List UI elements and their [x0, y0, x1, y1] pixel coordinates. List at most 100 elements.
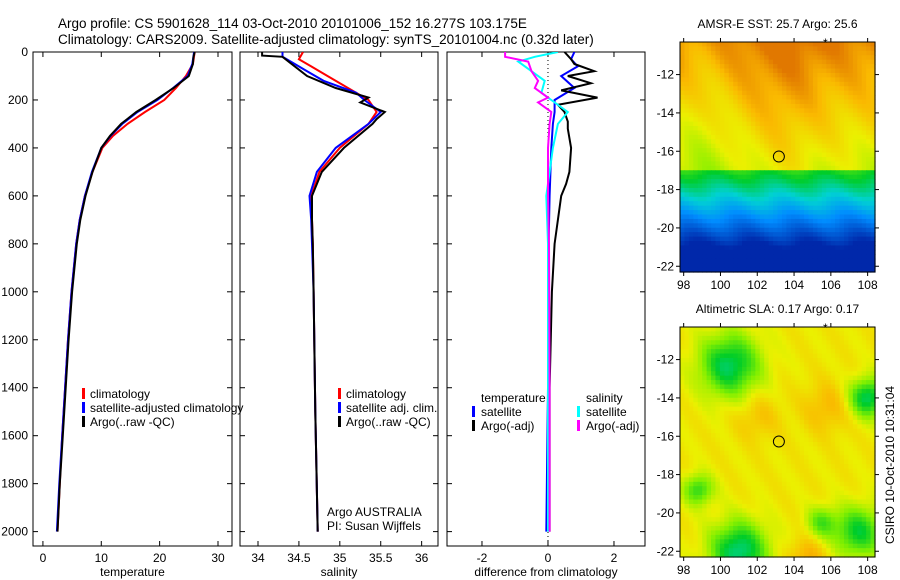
- legend-swatch: [472, 420, 475, 431]
- legend-swatch: [338, 416, 341, 427]
- y-tick-label: 2000: [1, 525, 28, 539]
- y-tick-label: -14: [657, 391, 675, 405]
- legend-swatch: [82, 402, 85, 413]
- series-line-climatology: [56, 52, 196, 532]
- plot-frame: [446, 51, 646, 547]
- map-title: Altimetric SLA: 0.17 Argo: 0.17: [696, 302, 860, 316]
- y-tick-label: -20: [657, 506, 675, 520]
- x-tick-label: 104: [784, 563, 804, 577]
- legend-swatch: [338, 402, 341, 413]
- legend-swatch: [338, 388, 341, 399]
- legend-label: satellite-adjusted climatology: [90, 401, 243, 415]
- y-tick-label: 1200: [1, 333, 28, 347]
- map-title: AMSR-E SST: 25.7 Argo: 25.6: [697, 17, 857, 31]
- legend-label: climatology: [90, 387, 150, 401]
- sla-map: Altimetric SLA: 0.17 Argo: 0.17 98 100 102 1…: [657, 302, 879, 577]
- legend-label: satellite: [481, 405, 522, 419]
- x-tick-label: 36: [415, 551, 429, 565]
- y-tick-label: -18: [657, 468, 675, 482]
- y-tick-label: -18: [657, 183, 675, 197]
- series-line-argo-raw-qc-: [261, 52, 387, 532]
- legend-label: Argo(..raw -QC): [346, 415, 431, 429]
- series-line-temperature-argo-adj-: [548, 52, 599, 532]
- legend-swatch: [82, 388, 85, 399]
- legend-label: Argo(-adj): [481, 419, 534, 433]
- y-tick-label: 800: [8, 237, 28, 251]
- map-frame: [679, 41, 876, 273]
- y-tick-label: -14: [657, 106, 675, 120]
- legend-label: climatology: [346, 387, 406, 401]
- y-tick-label: 600: [8, 189, 28, 203]
- legend-label: satellite: [586, 405, 627, 419]
- profile-panel-2: 34 34.5 35 35.5 36 salinity climatologysatelli…: [239, 51, 439, 579]
- y-tick-label: 1600: [1, 429, 28, 443]
- x-tick-label: 100: [710, 563, 730, 577]
- legend-swatch: [577, 406, 580, 417]
- annotation-text: Argo AUSTRALIA: [327, 505, 422, 519]
- x-tick-label: 35.5: [369, 551, 393, 565]
- x-tick-label: 0: [40, 551, 47, 565]
- map-marker-star: *: [823, 321, 828, 335]
- legend-header: salinity: [586, 391, 623, 405]
- sst-map: AMSR-E SST: 25.7 Argo: 25.6 98 100 102 104 10…: [657, 17, 879, 292]
- series-line-argo-raw-qc-: [56, 52, 196, 532]
- plot-frame: [239, 51, 439, 547]
- plot-frame: [32, 51, 233, 547]
- x-axis-label: temperature: [100, 565, 165, 579]
- x-tick-label: 10: [95, 551, 109, 565]
- x-tick-label: -2: [477, 551, 488, 565]
- argo-position-marker: [772, 150, 785, 163]
- y-tick-label: -12: [657, 353, 675, 367]
- x-axis-label: difference from climatology: [474, 565, 617, 579]
- x-tick-label: 98: [677, 278, 691, 292]
- map-marker-star: *: [823, 36, 828, 50]
- series-line-salinity-satellite: [516, 52, 570, 532]
- x-tick-label: 100: [710, 278, 730, 292]
- x-tick-label: 20: [153, 551, 167, 565]
- y-tick-label: 1800: [1, 477, 28, 491]
- x-axis-label: salinity: [321, 565, 358, 579]
- y-tick-label: -20: [657, 221, 675, 235]
- x-tick-label: 34: [251, 551, 265, 565]
- profile-panel-1: 0 10 20 30 0 200 400 600 800 1000 1200 1400 1600 1800…: [1, 45, 243, 579]
- legend-swatch: [82, 416, 85, 427]
- series-line-salinity-argo-adj-: [504, 52, 553, 532]
- legend-swatch: [577, 420, 580, 431]
- x-tick-label: 106: [821, 563, 841, 577]
- y-tick-label: 1400: [1, 381, 28, 395]
- y-tick-label: -22: [657, 259, 675, 273]
- map-field-image: [680, 327, 876, 558]
- map-field-image: [680, 42, 876, 273]
- y-tick-label: -12: [657, 68, 675, 82]
- series-line-satellite-adjusted-climatology: [55, 52, 196, 532]
- argo-position-marker: [772, 435, 785, 448]
- series-line-climatology: [297, 52, 378, 532]
- legend-swatch: [472, 406, 475, 417]
- x-tick-label: 34.5: [287, 551, 311, 565]
- y-tick-label: 400: [8, 141, 28, 155]
- x-tick-label: 2: [611, 551, 618, 565]
- x-tick-label: 30: [211, 551, 225, 565]
- figure-title-line1: Argo profile: CS 5901628_114 03-Oct-2010…: [58, 16, 527, 31]
- x-tick-label: 102: [747, 563, 767, 577]
- map-frame: [679, 326, 876, 558]
- y-tick-label: -16: [657, 144, 675, 158]
- annotation-text: PI: Susan Wijffels: [327, 519, 421, 533]
- x-tick-label: 106: [821, 278, 841, 292]
- x-tick-label: 108: [858, 563, 878, 577]
- y-tick-label: 0: [21, 45, 28, 59]
- y-tick-label: 1000: [1, 285, 28, 299]
- series-line-satellite-adj-clim-: [281, 52, 383, 532]
- footer-credit: CSIRO 10-Oct-2010 10:31:04: [883, 386, 897, 544]
- y-tick-label: 200: [8, 93, 28, 107]
- legend-label: Argo(-adj): [586, 419, 639, 433]
- x-tick-label: 0: [545, 551, 552, 565]
- y-tick-label: -16: [657, 429, 675, 443]
- x-tick-label: 108: [858, 278, 878, 292]
- x-tick-label: 35: [333, 551, 347, 565]
- y-tick-label: -22: [657, 544, 675, 558]
- x-tick-label: 102: [747, 278, 767, 292]
- legend-header: temperature: [481, 391, 546, 405]
